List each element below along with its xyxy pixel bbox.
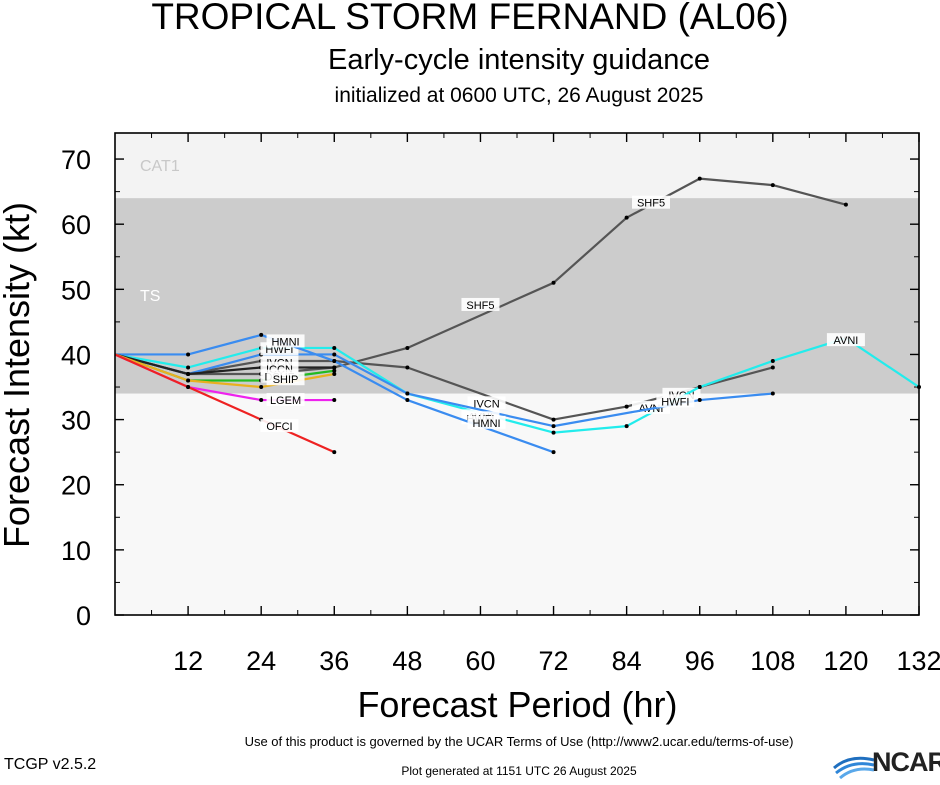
y-tick-label: 20 xyxy=(61,471,91,501)
data-point xyxy=(770,365,775,370)
series-label: LGEM xyxy=(270,395,301,407)
series-ofci: OFCI xyxy=(114,353,337,455)
data-point xyxy=(332,352,337,357)
series-label: SHIP xyxy=(273,374,299,386)
series-label: HMNI xyxy=(472,418,500,430)
y-axis-label: Forecast Intensity (kt) xyxy=(0,201,37,549)
data-point xyxy=(551,417,556,422)
series-line xyxy=(114,177,847,376)
terms-of-use-text: Use of this product is governed by the U… xyxy=(244,734,794,749)
data-point xyxy=(843,202,848,207)
data-point xyxy=(697,176,702,181)
series-label: HMNI xyxy=(271,336,299,348)
series-label-bg xyxy=(632,195,670,209)
data-point xyxy=(332,365,337,370)
data-point xyxy=(332,372,337,376)
data-point xyxy=(332,368,337,373)
series-line xyxy=(115,333,554,454)
y-tick-label: 10 xyxy=(61,536,91,566)
data-point xyxy=(697,398,702,403)
series-label: SHF5 xyxy=(466,300,494,312)
ncar-logo: NCAR xyxy=(832,746,940,780)
plot-frame xyxy=(114,132,920,616)
data-point xyxy=(697,385,702,390)
data-point xyxy=(186,378,191,383)
x-tick-label: 12 xyxy=(173,646,203,676)
band-label-cat1: CAT1 xyxy=(140,158,180,175)
series-label-bg xyxy=(266,393,305,407)
data-point xyxy=(332,358,337,363)
series-label-bg xyxy=(266,372,305,386)
y-tick-label: 60 xyxy=(61,210,91,240)
data-point xyxy=(624,424,629,429)
series-label: OFCI xyxy=(266,421,292,433)
ncar-logo-text: NCAR xyxy=(872,747,940,777)
data-point xyxy=(551,430,556,435)
x-tick-label: 36 xyxy=(319,646,349,676)
data-point xyxy=(332,398,337,403)
x-tick-label: 96 xyxy=(685,646,715,676)
band-ts xyxy=(115,198,919,394)
series-hmni: HMNI HMNI xyxy=(115,332,556,455)
data-point xyxy=(186,385,191,390)
data-point xyxy=(770,391,775,396)
data-point xyxy=(186,352,191,357)
data-point xyxy=(551,280,556,285)
y-tick-label: 40 xyxy=(61,340,91,370)
data-point xyxy=(551,450,556,455)
y-tick-label: 30 xyxy=(61,406,91,436)
series-label-bg xyxy=(656,394,695,408)
band-cat1 xyxy=(115,133,919,199)
series-shf5: SHF5 SHF5 xyxy=(114,176,848,376)
x-tick-label: 132 xyxy=(896,646,940,676)
data-point xyxy=(770,183,775,188)
data-point xyxy=(332,450,337,455)
x-tick-label: 84 xyxy=(612,646,642,676)
data-point xyxy=(405,365,410,370)
data-point xyxy=(259,398,264,403)
series-label: SHF5 xyxy=(637,198,665,210)
series-ship: SHIP xyxy=(114,353,337,390)
ncar-logo-mark-icon xyxy=(833,756,875,780)
data-point xyxy=(624,404,629,409)
x-tick-label: 48 xyxy=(392,646,422,676)
series-label-bg xyxy=(826,333,865,347)
x-axis-label: Forecast Period (hr) xyxy=(357,684,678,725)
chart-subtitle: Early-cycle intensity guidance xyxy=(327,44,710,76)
x-tick-label: 108 xyxy=(750,646,795,676)
data-point xyxy=(186,365,191,370)
version-label: TCGP v2.5.2 xyxy=(4,756,97,773)
series-label-bg xyxy=(260,419,299,433)
data-point xyxy=(259,332,264,337)
x-tick-label: 60 xyxy=(465,646,495,676)
initialization-time: initialized at 0600 UTC, 26 August 2025 xyxy=(334,84,704,107)
series-label-bg xyxy=(461,297,500,311)
series-label: AVNI xyxy=(833,335,858,347)
y-tick-label: 70 xyxy=(61,145,91,175)
series-label-bg xyxy=(467,415,506,429)
y-tick-label: 0 xyxy=(76,601,91,631)
series-label-bg xyxy=(467,396,506,410)
series-line xyxy=(114,353,335,454)
data-point xyxy=(186,372,191,376)
data-point xyxy=(259,385,264,390)
x-tick-label: 24 xyxy=(246,646,276,676)
generated-time: Plot generated at 1151 UTC 26 August 202… xyxy=(401,764,637,778)
data-point xyxy=(405,398,410,403)
series-label-bg xyxy=(266,334,305,348)
x-tick-label: 120 xyxy=(823,646,868,676)
series-label: IVCN xyxy=(473,398,499,410)
data-point xyxy=(405,391,410,396)
x-tick-label: 72 xyxy=(539,646,569,676)
band-label-ts: TS xyxy=(140,288,160,305)
data-point xyxy=(770,358,775,363)
chart-title: TROPICAL STORM FERNAND (AL06) xyxy=(151,0,789,37)
data-point xyxy=(332,345,337,350)
data-point xyxy=(405,345,410,350)
data-point xyxy=(624,215,629,220)
y-tick-label: 50 xyxy=(61,275,91,305)
data-point xyxy=(551,424,556,429)
series-label: HWFI xyxy=(661,396,689,408)
